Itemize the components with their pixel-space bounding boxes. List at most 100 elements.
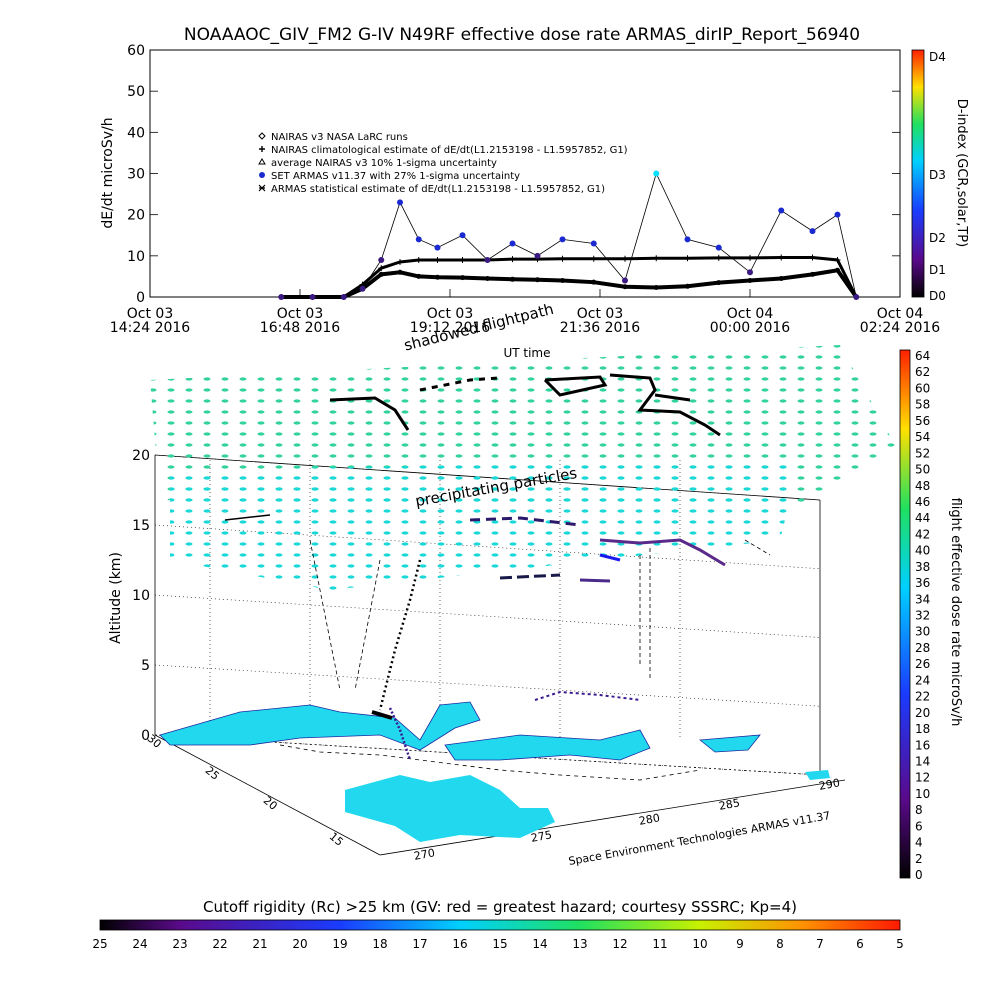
y-tick-label: 30: [127, 167, 145, 183]
d-index-ticks: D4 D3 D2 D1 D0: [929, 50, 946, 303]
nairas-point: [590, 255, 597, 262]
armas-estimate-point: [716, 280, 722, 286]
dose-colorbar-ticks: 6462605856545250484644424038363432302826…: [915, 349, 930, 882]
x-axis-label: UT time: [503, 346, 550, 360]
x-tick-label: Oct 04: [877, 306, 924, 322]
d-index-colorbar: [911, 49, 925, 298]
legend-entry: SET ARMAS v11.37 with 27% 1-sigma uncert…: [271, 171, 520, 182]
altitude-label: Altitude (km): [108, 552, 124, 644]
longitude-tick-label: 285: [718, 796, 741, 812]
x-tick-label: Oct 03: [277, 306, 323, 322]
longitude-tick-label: 275: [530, 828, 553, 844]
y-tick-label: 50: [127, 84, 145, 100]
y-tick-label: 60: [127, 43, 145, 59]
dose-colorbar: [899, 349, 911, 879]
dose-colorbar-tick: 46: [915, 495, 930, 509]
land-mass-south: [345, 775, 555, 842]
altitude-tick-label: 10: [132, 588, 150, 604]
y-tick-label: 10: [127, 249, 145, 265]
rigidity-tick-label: 25: [92, 937, 107, 951]
rigidity-tick-label: 7: [816, 937, 824, 951]
x-tick-label: 16:48 2016: [260, 320, 341, 336]
armas-point: [509, 240, 516, 247]
armas-estimate-point: [435, 274, 440, 280]
y-tick-label: 0: [136, 290, 145, 306]
nairas-point: [559, 255, 566, 262]
dose-colorbar-tick: 48: [915, 479, 930, 493]
rigidity-tick-label: 10: [692, 937, 707, 951]
dose-colorbar-tick: 44: [915, 511, 930, 525]
rigidity-tick-label: 19: [332, 937, 347, 951]
armas-estimate-point: [653, 285, 659, 291]
armas-point: [459, 232, 466, 239]
rigidity-tick-label: 8: [776, 937, 784, 951]
altitude-gridline: [154, 594, 821, 638]
rigidity-tick-label: 12: [612, 937, 627, 951]
x-tick-label: 21:36 2016: [560, 320, 641, 336]
longitude-ticks: 270 275 280 285 290: [413, 776, 841, 862]
armas-point: [622, 277, 628, 284]
dose-colorbar-tick: 60: [915, 381, 930, 395]
latitude-tick-label: 15: [327, 830, 346, 849]
nairas-point: [378, 265, 385, 272]
armas-estimate-point: [397, 269, 403, 275]
dose-colorbar-tick: 36: [915, 576, 930, 590]
dose-colorbar-tick: 54: [915, 430, 930, 444]
armas-point: [834, 211, 841, 218]
dose-colorbar-tick: 24: [915, 673, 930, 687]
nairas-point: [459, 256, 466, 263]
land-mass-north: [159, 701, 481, 751]
legend-entry: average NAIRAS v3 10% 1-sigma uncertaint…: [271, 158, 497, 169]
rigidity-tick-label: 17: [412, 937, 427, 951]
armas-point: [684, 236, 691, 243]
armas-point: [653, 170, 660, 177]
armas-estimate-point: [485, 275, 490, 281]
drop-lines: [309, 539, 771, 691]
dose-colorbar-tick: 34: [915, 592, 930, 606]
particle-layer-lower: [170, 460, 800, 590]
rigidity-tick-label: 5: [896, 937, 904, 951]
rigidity-tick-label: 16: [452, 937, 467, 951]
armas-estimate-point: [535, 277, 540, 283]
series-layer: [278, 170, 860, 300]
dose-colorbar-tick: 28: [915, 641, 930, 655]
armas-point: [778, 207, 785, 214]
dose-colorbar-tick: 12: [915, 771, 930, 785]
rigidity-panel: Cutoff rigidity (Rc) >25 km (GV: red = g…: [92, 898, 903, 951]
armas-estimate-line: [281, 268, 858, 299]
rigidity-tick-label: 23: [172, 937, 187, 951]
armas-point: [309, 294, 316, 300]
nairas-point: [622, 255, 628, 262]
rigidity-tick-label: 20: [292, 937, 307, 951]
rigidity-ticks: 25 24 23 22 21 20 19 18 17 16 15 14 13 12 11 10 9 8 7 6 5: [92, 937, 903, 951]
latitude-tick-label: 25: [203, 764, 222, 783]
legend-entry: NAIRAS climatological estimate of dE/dt(…: [271, 145, 628, 156]
shadowed-flightpath: [329, 373, 721, 437]
armas-point: [747, 269, 753, 276]
y-axis-ticks: 0 10 20 30 40 50 60: [127, 43, 900, 306]
dose-colorbar-tick: 52: [915, 446, 930, 460]
latitude-tick-label: 20: [261, 794, 280, 813]
ground-map: [159, 690, 830, 842]
x-tick-label: 19:12 2016: [410, 320, 491, 336]
x-tick-label: Oct 03: [427, 306, 473, 322]
armas-point: [534, 252, 541, 259]
dose-colorbar-tick: 14: [915, 754, 930, 768]
nairas-point: [509, 256, 516, 263]
armas-estimate-point: [460, 275, 465, 281]
x-tick-label: 00:00 2016: [710, 320, 791, 336]
nairas-point: [747, 254, 753, 261]
legend-marker-asterisk: [258, 184, 266, 192]
altitude-tick-label: 5: [141, 658, 150, 674]
ascent-track: [378, 559, 422, 711]
dose-colorbar-tick: 50: [915, 463, 930, 477]
x-tick-label: 14:24 2016: [110, 320, 191, 336]
altitude-grid: [154, 454, 821, 776]
armas-estimate-point: [416, 273, 422, 279]
d-index-tick: D4: [929, 50, 946, 64]
armas-estimate-point: [378, 271, 384, 277]
